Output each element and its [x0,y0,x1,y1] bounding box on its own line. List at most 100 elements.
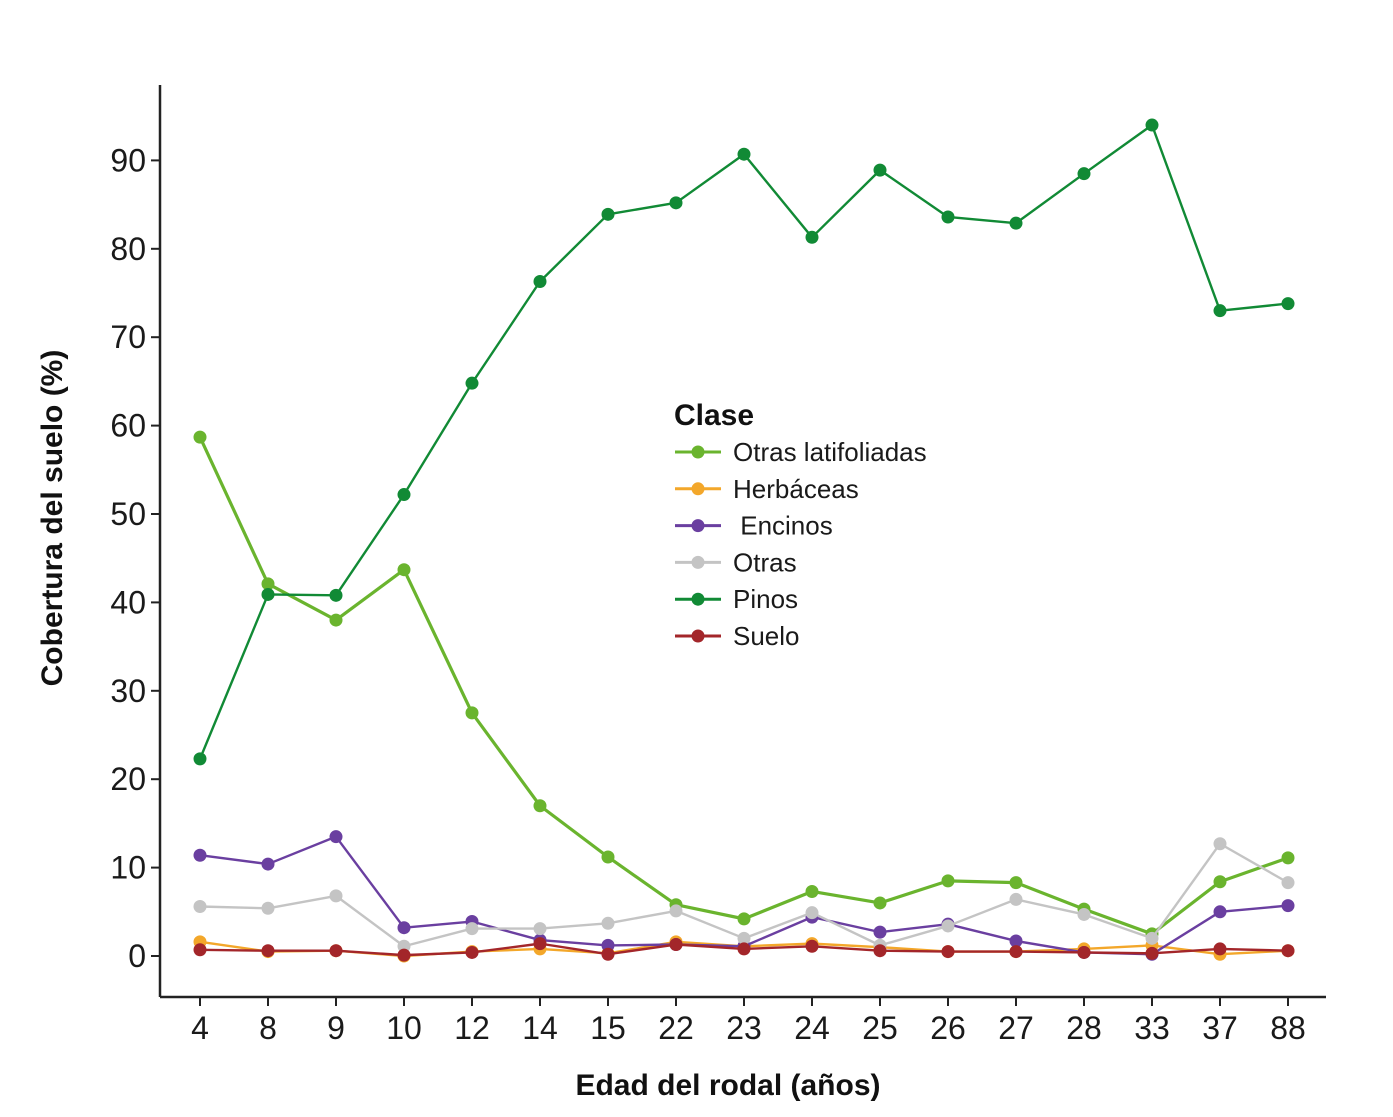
data-point [941,945,955,959]
data-point [1077,945,1091,959]
data-point [465,922,479,936]
x-tick-label: 37 [1202,1010,1238,1046]
y-tick-label: 40 [110,584,146,620]
data-point [329,588,343,602]
data-point [737,147,751,161]
data-point [1009,934,1023,948]
data-point [737,912,751,926]
series-3 [193,837,1295,953]
y-tick-label: 20 [110,761,146,797]
data-point [1077,167,1091,181]
legend-swatch-point [691,592,705,606]
data-point [261,901,275,915]
data-point [1213,875,1227,889]
data-point [1009,892,1023,906]
x-tick-label: 88 [1270,1010,1306,1046]
data-point [533,922,547,936]
data-point [601,207,615,221]
data-point [805,230,819,244]
legend-label: Otras latifoliadas [733,437,927,467]
data-point [601,850,615,864]
legend-swatch-point [691,555,705,569]
x-tick-label: 22 [658,1010,694,1046]
legend-swatch-point [691,445,705,459]
data-point [1077,907,1091,921]
data-point [737,942,751,956]
data-point [329,944,343,958]
x-tick-label: 15 [590,1010,626,1046]
data-point [1145,118,1159,132]
data-point [329,613,343,627]
x-tick-label: 28 [1066,1010,1102,1046]
y-tick-label: 80 [110,231,146,267]
data-point [805,906,819,920]
x-tick-label: 24 [794,1010,830,1046]
x-tick-label: 14 [522,1010,558,1046]
y-tick-label: 50 [110,496,146,532]
data-point [397,948,411,962]
data-point [805,939,819,953]
legend-swatch-point [691,519,705,533]
series-4 [193,118,1295,766]
data-point [329,889,343,903]
data-point [465,706,479,720]
x-tick-label: 4 [191,1010,209,1046]
legend-title: Clase [674,399,754,432]
data-point [1145,946,1159,960]
data-point [1281,876,1295,890]
data-point [1145,931,1159,945]
data-point [261,577,275,591]
data-point [873,944,887,958]
data-point [397,921,411,935]
data-point [261,944,275,958]
data-point [1009,216,1023,230]
data-point [329,830,343,844]
x-tick-label: 8 [259,1010,277,1046]
data-point [1281,851,1295,865]
series-line [199,842,1289,948]
data-point [465,945,479,959]
data-point [669,938,683,952]
data-point [601,916,615,930]
y-tick-label: 60 [110,408,146,444]
data-point [193,848,207,862]
data-point [397,488,411,502]
data-point [669,196,683,210]
y-tick-label: 0 [128,938,146,974]
legend-label: Otras [733,547,797,577]
data-point [1213,905,1227,919]
data-point [1281,899,1295,913]
legend-label: Pinos [733,584,798,614]
data-point [1213,942,1227,956]
data-point [397,563,411,577]
data-point [805,884,819,898]
x-tick-label: 25 [862,1010,898,1046]
data-point [873,163,887,177]
data-point [193,752,207,766]
data-point [873,925,887,939]
data-point [533,937,547,951]
x-tick-label: 26 [930,1010,966,1046]
data-point [941,919,955,933]
y-tick-label: 30 [110,673,146,709]
x-tick-label: 23 [726,1010,762,1046]
x-tick-label: 27 [998,1010,1034,1046]
legend-label: Suelo [733,621,800,651]
data-point [1281,297,1295,311]
x-tick-label: 33 [1134,1010,1170,1046]
series-layer [193,118,1295,963]
series-0 [193,430,1295,941]
series-5 [193,937,1295,962]
data-point [1009,945,1023,959]
x-tick-label: 9 [327,1010,345,1046]
data-point [1281,944,1295,958]
data-point [941,210,955,224]
data-point [601,947,615,961]
legend-swatch-point [691,629,705,643]
data-point [193,430,207,444]
x-axis-title: Edad del rodal (años) [575,1069,880,1102]
data-point [737,931,751,945]
x-axis-ticks: 4 8 9 10 12 14 15 22 23 24 25 26 27 28 33 37 88 [191,997,1306,1046]
legend-label: Herbáceas [733,474,859,504]
